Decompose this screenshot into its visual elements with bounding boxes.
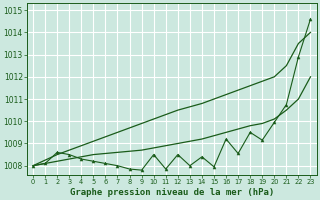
X-axis label: Graphe pression niveau de la mer (hPa): Graphe pression niveau de la mer (hPa) bbox=[70, 188, 274, 197]
